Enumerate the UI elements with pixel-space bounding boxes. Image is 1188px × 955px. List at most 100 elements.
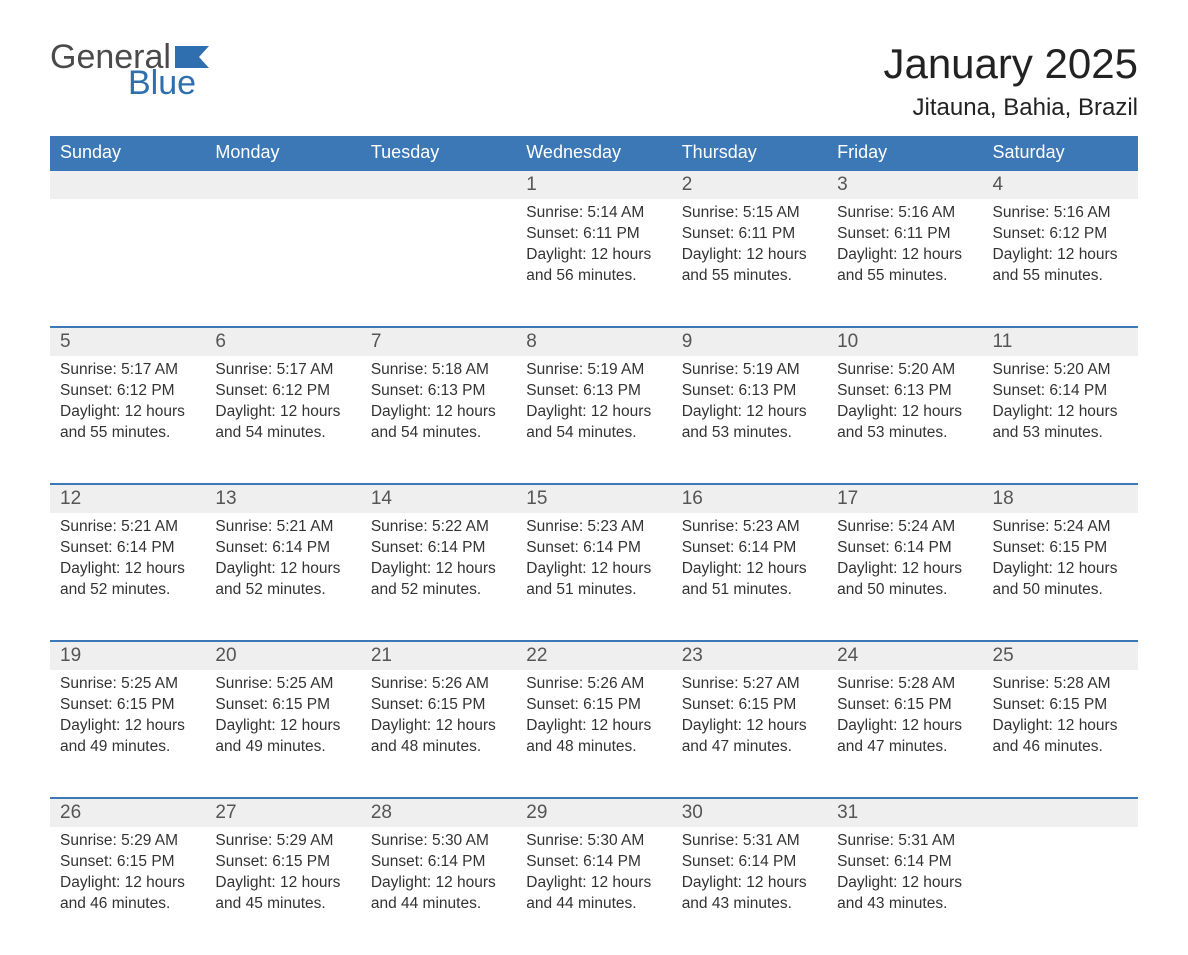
day-number: 4: [983, 171, 1138, 199]
day-data-cell: Sunrise: 5:17 AMSunset: 6:12 PMDaylight:…: [205, 356, 360, 484]
day-number: 23: [672, 642, 827, 670]
day-data: Sunrise: 5:21 AMSunset: 6:14 PMDaylight:…: [50, 513, 205, 615]
location-text: Jitauna, Bahia, Brazil: [883, 94, 1138, 122]
day-data-cell: Sunrise: 5:30 AMSunset: 6:14 PMDaylight:…: [361, 827, 516, 955]
day-data: Sunrise: 5:17 AMSunset: 6:12 PMDaylight:…: [50, 356, 205, 458]
day-number-row: 1234: [50, 170, 1138, 199]
day-data-cell: Sunrise: 5:23 AMSunset: 6:14 PMDaylight:…: [672, 513, 827, 641]
day-data-cell: Sunrise: 5:19 AMSunset: 6:13 PMDaylight:…: [516, 356, 671, 484]
sunset-text: Sunset: 6:13 PM: [682, 381, 817, 402]
sunrise-text: Sunrise: 5:24 AM: [993, 517, 1128, 538]
daylight-text: Daylight: 12 hours and 51 minutes.: [526, 559, 661, 601]
logo: General Blue: [50, 40, 209, 100]
sunset-text: Sunset: 6:14 PM: [371, 538, 506, 559]
day-data-cell: Sunrise: 5:21 AMSunset: 6:14 PMDaylight:…: [50, 513, 205, 641]
sunset-text: Sunset: 6:12 PM: [60, 381, 195, 402]
day-number-cell: 8: [516, 327, 671, 356]
day-number-cell: 5: [50, 327, 205, 356]
daylight-text: Daylight: 12 hours and 46 minutes.: [60, 873, 195, 915]
weekday-header: Thursday: [672, 136, 827, 170]
day-number: 6: [205, 328, 360, 356]
day-number: 14: [361, 485, 516, 513]
sunset-text: Sunset: 6:15 PM: [993, 695, 1128, 716]
sunrise-text: Sunrise: 5:25 AM: [60, 674, 195, 695]
day-number-cell: 24: [827, 641, 982, 670]
day-data: Sunrise: 5:31 AMSunset: 6:14 PMDaylight:…: [672, 827, 827, 929]
sunrise-text: Sunrise: 5:23 AM: [526, 517, 661, 538]
day-data-cell: Sunrise: 5:17 AMSunset: 6:12 PMDaylight:…: [50, 356, 205, 484]
daylight-text: Daylight: 12 hours and 49 minutes.: [215, 716, 350, 758]
sunrise-text: Sunrise: 5:22 AM: [371, 517, 506, 538]
sunset-text: Sunset: 6:15 PM: [60, 852, 195, 873]
sunrise-text: Sunrise: 5:16 AM: [993, 203, 1128, 224]
daylight-text: Daylight: 12 hours and 48 minutes.: [371, 716, 506, 758]
day-number: 21: [361, 642, 516, 670]
day-number-row: 567891011: [50, 327, 1138, 356]
daylight-text: Daylight: 12 hours and 52 minutes.: [215, 559, 350, 601]
month-title: January 2025: [883, 40, 1138, 88]
day-data-row: Sunrise: 5:17 AM Sunset: 6:12 PM Daylight:…: [50, 356, 1138, 484]
title-block: January 2025 Jitauna, Bahia, Brazil: [883, 40, 1138, 122]
day-data-cell: Sunrise: 5:24 AMSunset: 6:14 PMDaylight:…: [827, 513, 982, 641]
daylight-text: Daylight: 12 hours and 53 minutes.: [993, 402, 1128, 444]
day-number-cell: 2: [672, 170, 827, 199]
sunrise-text: Sunrise: 5:20 AM: [837, 360, 972, 381]
day-data-cell: Sunrise: 5:26 AMSunset: 6:15 PMDaylight:…: [516, 670, 671, 798]
day-number-cell: 9: [672, 327, 827, 356]
sunset-text: Sunset: 6:11 PM: [682, 224, 817, 245]
day-number: 10: [827, 328, 982, 356]
day-data: Sunrise: 5:24 AMSunset: 6:14 PMDaylight:…: [827, 513, 982, 615]
sunrise-text: Sunrise: 5:19 AM: [526, 360, 661, 381]
day-number: 19: [50, 642, 205, 670]
weekday-header: Friday: [827, 136, 982, 170]
day-number-cell: 26: [50, 798, 205, 827]
day-number-cell: 28: [361, 798, 516, 827]
daylight-text: Daylight: 12 hours and 54 minutes.: [371, 402, 506, 444]
day-data: Sunrise: 5:25 AMSunset: 6:15 PMDaylight:…: [205, 670, 360, 772]
sunset-text: Sunset: 6:11 PM: [837, 224, 972, 245]
daylight-text: Daylight: 12 hours and 52 minutes.: [371, 559, 506, 601]
day-data-cell: Sunrise: 5:16 AMSunset: 6:12 PMDaylight:…: [983, 199, 1138, 327]
sunrise-text: Sunrise: 5:20 AM: [993, 360, 1128, 381]
day-data-cell: Sunrise: 5:28 AMSunset: 6:15 PMDaylight:…: [983, 670, 1138, 798]
day-number-cell: 25: [983, 641, 1138, 670]
day-data-cell: Sunrise: 5:24 AMSunset: 6:15 PMDaylight:…: [983, 513, 1138, 641]
day-number: 5: [50, 328, 205, 356]
sunset-text: Sunset: 6:12 PM: [993, 224, 1128, 245]
daylight-text: Daylight: 12 hours and 55 minutes.: [993, 245, 1128, 287]
sunset-text: Sunset: 6:14 PM: [526, 538, 661, 559]
day-data: Sunrise: 5:20 AMSunset: 6:14 PMDaylight:…: [983, 356, 1138, 458]
day-data: Sunrise: 5:30 AMSunset: 6:14 PMDaylight:…: [516, 827, 671, 929]
sunset-text: Sunset: 6:13 PM: [526, 381, 661, 402]
day-data: Sunrise: 5:15 AMSunset: 6:11 PMDaylight:…: [672, 199, 827, 301]
day-number-cell: 14: [361, 484, 516, 513]
sunrise-text: Sunrise: 5:30 AM: [371, 831, 506, 852]
day-number-cell: 1: [516, 170, 671, 199]
sunset-text: Sunset: 6:14 PM: [682, 538, 817, 559]
day-number: 12: [50, 485, 205, 513]
day-number-cell: 18: [983, 484, 1138, 513]
day-number-cell: 21: [361, 641, 516, 670]
weekday-header: Monday: [205, 136, 360, 170]
daylight-text: Daylight: 12 hours and 53 minutes.: [837, 402, 972, 444]
daylight-text: Daylight: 12 hours and 46 minutes.: [993, 716, 1128, 758]
day-number: 13: [205, 485, 360, 513]
day-data-cell: Sunrise: 5:29 AMSunset: 6:15 PMDaylight:…: [50, 827, 205, 955]
daylight-text: Daylight: 12 hours and 53 minutes.: [682, 402, 817, 444]
day-number-cell: 17: [827, 484, 982, 513]
day-number: 27: [205, 799, 360, 827]
daylight-text: Daylight: 12 hours and 43 minutes.: [682, 873, 817, 915]
daylight-text: Daylight: 12 hours and 54 minutes.: [215, 402, 350, 444]
day-number: 22: [516, 642, 671, 670]
sunrise-text: Sunrise: 5:17 AM: [215, 360, 350, 381]
sunset-text: Sunset: 6:15 PM: [60, 695, 195, 716]
day-data-cell: Sunrise: 5:14 AMSunset: 6:11 PMDaylight:…: [516, 199, 671, 327]
sunset-text: Sunset: 6:14 PM: [993, 381, 1128, 402]
sunset-text: Sunset: 6:14 PM: [371, 852, 506, 873]
day-data-cell: [205, 199, 360, 327]
day-data: Sunrise: 5:29 AMSunset: 6:15 PMDaylight:…: [50, 827, 205, 929]
sunset-text: Sunset: 6:15 PM: [682, 695, 817, 716]
sunrise-text: Sunrise: 5:18 AM: [371, 360, 506, 381]
day-number-cell: [361, 170, 516, 199]
sunrise-text: Sunrise: 5:21 AM: [215, 517, 350, 538]
